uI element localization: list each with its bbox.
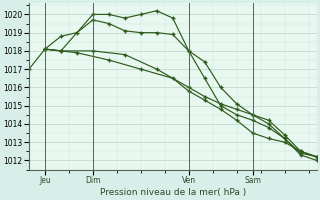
X-axis label: Pression niveau de la mer( hPa ): Pression niveau de la mer( hPa ) — [100, 188, 246, 197]
